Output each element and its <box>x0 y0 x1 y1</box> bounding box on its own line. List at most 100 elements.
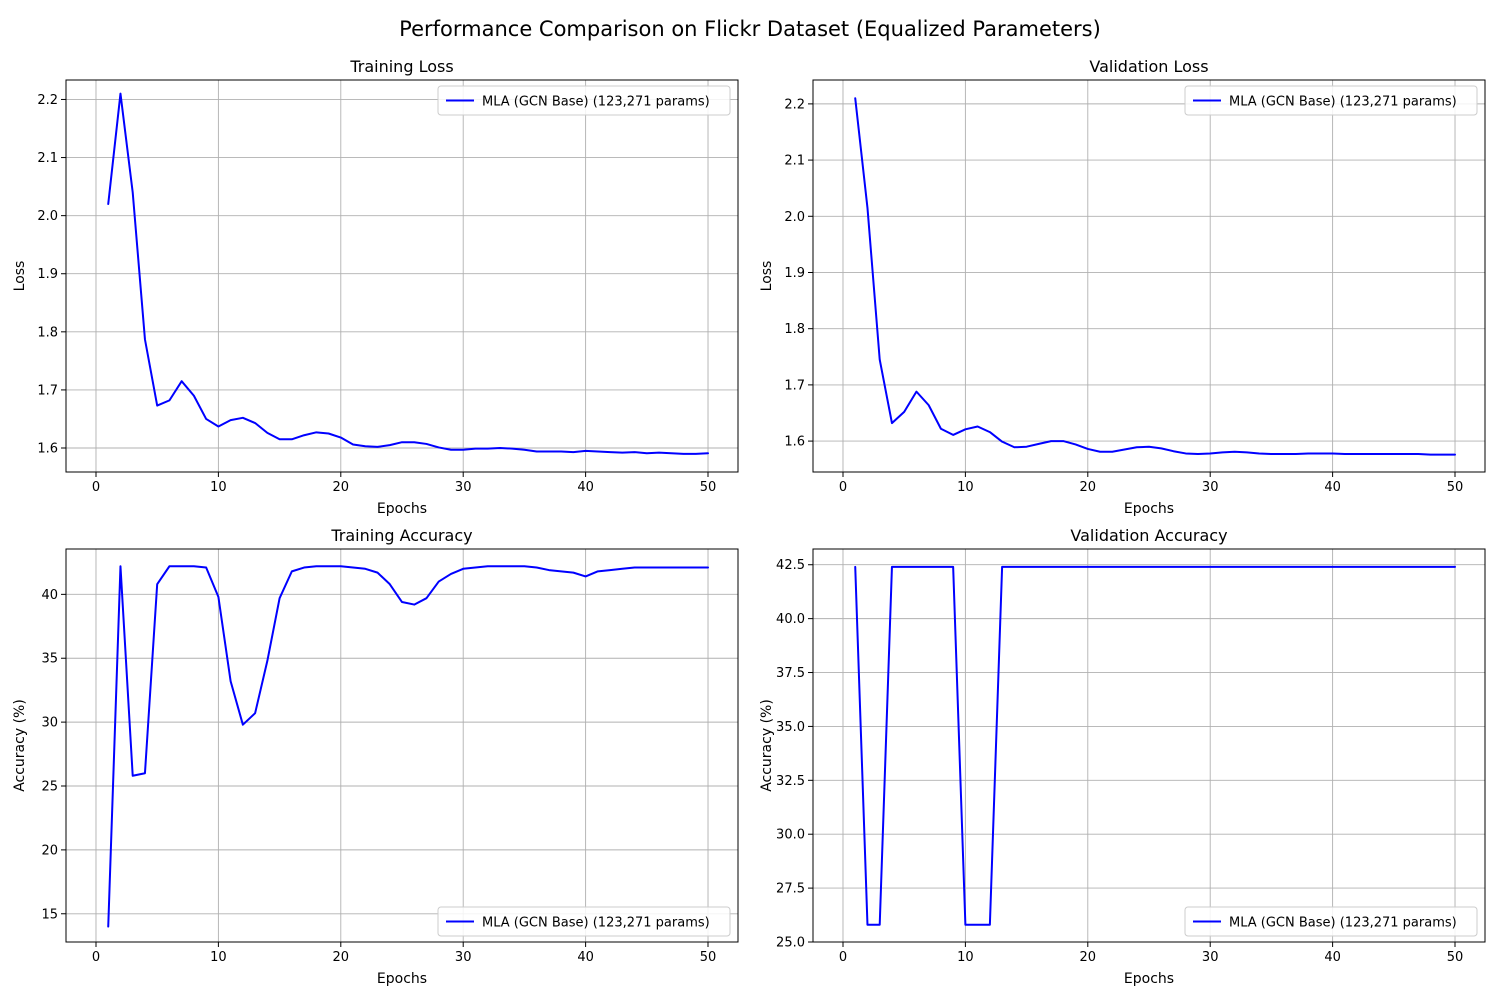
data-point <box>608 450 611 453</box>
data-point <box>302 566 305 569</box>
legend-box <box>1184 906 1478 937</box>
data-point <box>1221 451 1224 454</box>
data-point <box>1025 565 1028 568</box>
data-point <box>1184 452 1187 455</box>
data-point <box>1123 565 1126 568</box>
data-point <box>1086 447 1089 450</box>
y-axis-label: Accuracy (%) <box>759 699 775 792</box>
data-point <box>462 567 465 570</box>
data-point <box>217 595 220 598</box>
data-point <box>449 572 452 575</box>
data-point <box>266 431 269 434</box>
data-point <box>1135 446 1138 449</box>
data-point <box>168 399 171 402</box>
data-point <box>1001 565 1004 568</box>
data-point <box>547 568 550 571</box>
x-axis-label: Epochs <box>1124 501 1174 517</box>
data-point <box>1258 565 1261 568</box>
data-point <box>866 206 869 209</box>
data-point <box>388 444 391 447</box>
x-tick-label: 20 <box>333 480 350 495</box>
x-tick-label: 50 <box>1447 480 1464 495</box>
data-point <box>1404 565 1407 568</box>
data-point <box>229 680 232 683</box>
data-point <box>511 447 514 450</box>
data-point <box>596 570 599 573</box>
axes-frame <box>812 548 1486 943</box>
data-point <box>854 97 857 100</box>
data-point <box>498 565 501 568</box>
data-point <box>474 566 477 569</box>
y-tick-label: 30 <box>41 716 58 731</box>
data-point <box>1172 565 1175 568</box>
x-tick-label: 10 <box>210 950 227 965</box>
data-point <box>143 772 146 775</box>
data-point <box>278 438 281 441</box>
axes-frame <box>65 79 739 473</box>
data-point <box>290 570 293 573</box>
y-tick-label: 25.0 <box>776 936 805 951</box>
y-tick-label: 27.5 <box>776 882 805 897</box>
x-tick-label: 40 <box>1324 950 1341 965</box>
data-point <box>1049 565 1052 568</box>
data-point <box>1233 450 1236 453</box>
legend-box <box>1184 85 1478 116</box>
data-point <box>706 452 709 455</box>
data-point <box>890 422 893 425</box>
data-point <box>168 565 171 568</box>
data-point <box>229 419 232 422</box>
y-tick-label: 1.9 <box>37 267 58 282</box>
data-point <box>682 452 685 455</box>
data-point <box>1319 452 1322 455</box>
data-point <box>364 445 367 448</box>
data-point <box>1196 452 1199 455</box>
x-tick-label: 0 <box>839 480 847 495</box>
data-point <box>1049 439 1052 442</box>
data-point <box>1331 452 1334 455</box>
data-point <box>682 566 685 569</box>
data-point <box>1368 565 1371 568</box>
series-line-mla-gcn-base-123-271-params <box>107 92 710 455</box>
data-point <box>1429 565 1432 568</box>
data-point <box>1111 565 1114 568</box>
x-axis-label: Epochs <box>377 501 427 517</box>
data-point <box>1001 440 1004 443</box>
data-point <box>1037 565 1040 568</box>
x-tick-label: 30 <box>455 480 472 495</box>
y-tick-label: 1.7 <box>37 383 58 398</box>
data-point <box>241 416 244 419</box>
x-tick-label: 20 <box>1080 950 1097 965</box>
data-point <box>988 923 991 926</box>
data-point <box>927 404 930 407</box>
y-tick-label: 37.5 <box>776 666 805 681</box>
data-point <box>694 566 697 569</box>
data-point <box>1429 453 1432 456</box>
x-tick-label: 40 <box>577 950 594 965</box>
data-point <box>670 566 673 569</box>
data-point <box>498 446 501 449</box>
data-point <box>1037 442 1040 445</box>
data-point <box>327 565 330 568</box>
x-tick-label: 20 <box>333 950 350 965</box>
x-tick-label: 40 <box>1324 480 1341 495</box>
data-point <box>339 436 342 439</box>
data-point <box>486 565 489 568</box>
data-point <box>1123 448 1126 451</box>
data-point <box>1184 565 1187 568</box>
data-point <box>633 450 636 453</box>
data-point <box>131 191 134 194</box>
y-tick-label: 30.0 <box>776 828 805 843</box>
data-point <box>1343 452 1346 455</box>
data-point <box>1294 565 1297 568</box>
x-tick-label: 10 <box>957 480 974 495</box>
data-point <box>572 450 575 453</box>
y-tick-label: 1.6 <box>784 435 805 450</box>
data-point <box>866 923 869 926</box>
subplot-training-accuracy: 0 10 20 30 40 50 15 20 25 30 35 40 Training Accuracy… <box>12 526 739 987</box>
data-point <box>1319 565 1322 568</box>
data-point <box>878 358 881 361</box>
data-point <box>425 597 428 600</box>
subplot-title: Validation Loss <box>1089 57 1208 76</box>
data-point <box>119 92 122 95</box>
